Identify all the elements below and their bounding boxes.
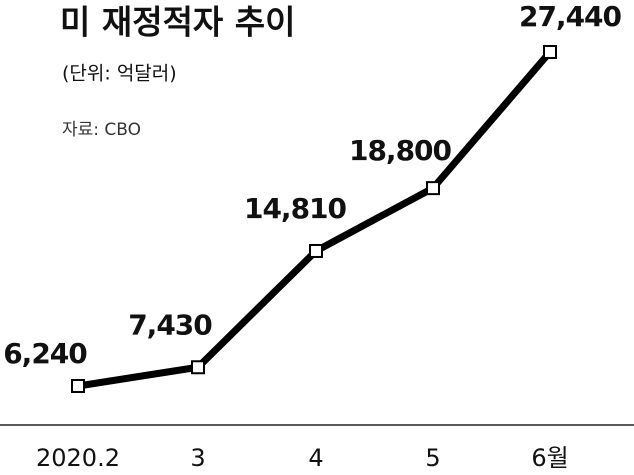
chart-title: 미 재정적자 추이 [60, 3, 296, 42]
x-tick-label: 2020.2 [36, 444, 120, 472]
value-label: 7,430 [128, 308, 212, 341]
value-label: 27,440 [519, 0, 622, 33]
point-marker [71, 379, 85, 393]
point-marker [191, 360, 205, 375]
point-marker [426, 181, 440, 196]
point-marker [309, 243, 323, 258]
x-tick-label: 4 [308, 444, 323, 472]
chart-subtitle: (단위: 억달러) [62, 63, 177, 85]
x-tick-label: 3 [190, 444, 205, 472]
point-marker [543, 45, 557, 59]
value-label: 18,800 [349, 134, 452, 167]
value-label: 6,240 [3, 337, 87, 370]
x-tick-label: 5 [425, 444, 440, 472]
chart-source: 자료: CBO [62, 120, 141, 140]
x-tick-label: 6월 [531, 444, 568, 472]
value-label: 14,810 [244, 192, 347, 225]
